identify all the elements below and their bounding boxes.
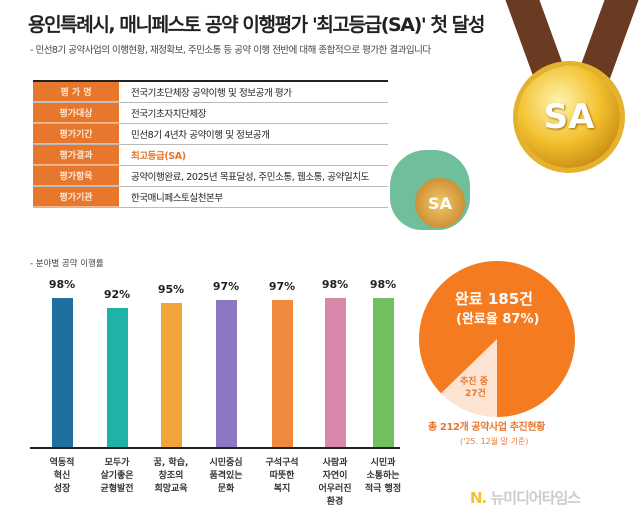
table-row: 평가기관 한국매니페스토실천본부 bbox=[33, 187, 388, 208]
category-label: 모두가 살기좋은 균형발전 bbox=[100, 458, 134, 494]
row-value: 공약이행완료, 2025년 목표달성, 주민소통, 웹소통, 공약일치도 bbox=[131, 172, 369, 183]
row-key: 평 가 명 bbox=[33, 82, 119, 102]
table-row: 평가기간 민선8기 4년차 공약이행 및 정보공개 bbox=[33, 124, 388, 145]
watermark-logo: N. 뉴미디어타임스 bbox=[470, 489, 582, 507]
bar bbox=[161, 303, 182, 447]
medal-text: SA bbox=[543, 97, 595, 137]
coin-text: SA bbox=[428, 193, 452, 213]
category-label: 시민과 소통하는 적극 행정 bbox=[364, 458, 402, 494]
pie-sub-ongoing: 27건 bbox=[465, 389, 486, 399]
pie-note-date: ('25. 12월 말 기준) bbox=[460, 437, 529, 446]
bar-value-label: 97% bbox=[212, 279, 240, 293]
pie-note: 총 212개 공약사업 추진현황 bbox=[428, 422, 545, 433]
row-key: 평가기관 bbox=[33, 187, 119, 207]
pie-label-ongoing: 추진 중 bbox=[460, 377, 488, 387]
pie-chart bbox=[419, 261, 575, 417]
row-key: 평가대상 bbox=[33, 103, 119, 123]
category-label: 역동적 혁신 성장 bbox=[49, 458, 75, 494]
row-value: 최고등급(SA) bbox=[131, 151, 186, 162]
bar bbox=[272, 299, 293, 447]
pie-slice bbox=[419, 261, 575, 417]
bar-value-label: 95% bbox=[157, 283, 185, 297]
row-value: 한국매니페스토실천본부 bbox=[131, 193, 223, 204]
bar-value-label: 97% bbox=[268, 279, 296, 293]
evaluation-table: 평 가 명 전국기초단체장 공약이행 및 정보공개 평가 평가대상 전국기초자치단체… bbox=[33, 80, 388, 208]
row-value: 전국기초자치단체장 bbox=[131, 109, 207, 120]
category-label: 꿈, 학습, 창조의 희망교육 bbox=[153, 458, 189, 494]
bar-value-label: 92% bbox=[103, 287, 131, 301]
row-key: 평가결과 bbox=[33, 145, 119, 165]
table-row: 평 가 명 전국기초단체장 공약이행 및 정보공개 평가 bbox=[33, 82, 388, 103]
x-axis bbox=[30, 447, 400, 449]
row-key: 평가항목 bbox=[33, 166, 119, 186]
subtitle: - 민선8기 공약사업의 이행현황, 재정확보, 주민소통 등 공약 이행 전반… bbox=[30, 45, 431, 56]
sa-coin: SA bbox=[415, 178, 465, 228]
row-value: 민선8기 4년차 공약이행 및 정보공개 bbox=[131, 130, 270, 141]
bar bbox=[373, 298, 394, 447]
category-label: 구석구석 따뜻한 복지 bbox=[265, 458, 299, 494]
category-label: 시민중심 품격있는 문화 bbox=[209, 458, 243, 494]
bar-value-label: 98% bbox=[369, 278, 397, 292]
bar bbox=[107, 307, 128, 447]
pie-sub-complete: (완료율 87%) bbox=[456, 312, 540, 327]
table-row: 평가항목 공약이행완료, 2025년 목표달성, 주민소통, 웹소통, 공약일치도 bbox=[33, 166, 388, 187]
bar bbox=[52, 298, 73, 447]
row-key: 평가기간 bbox=[33, 124, 119, 144]
bar-value-label: 98% bbox=[48, 278, 76, 292]
table-row: 평가대상 전국기초자치단체장 bbox=[33, 103, 388, 124]
sa-medal: SA bbox=[518, 66, 620, 168]
table-row: 평가결과 최고등급(SA) bbox=[33, 145, 388, 166]
row-value: 전국기초단체장 공약이행 및 정보공개 평가 bbox=[131, 88, 292, 99]
pie-label-complete: 완료 185건 bbox=[455, 290, 533, 308]
bar-value-label: 98% bbox=[321, 278, 349, 292]
chart-title: - 분야별 공약 이행률 bbox=[30, 259, 104, 269]
page-title: 용인특례시, 매니페스토 공약 이행평가 '최고등급(SA)' 첫 달성 bbox=[28, 14, 485, 36]
logo-text: 뉴미디어타임스 bbox=[490, 489, 582, 507]
category-label: 사람과 자연이 어우러진 환경 bbox=[318, 458, 352, 507]
bar bbox=[325, 298, 346, 447]
bar bbox=[216, 299, 237, 447]
pie-slice bbox=[441, 339, 497, 417]
